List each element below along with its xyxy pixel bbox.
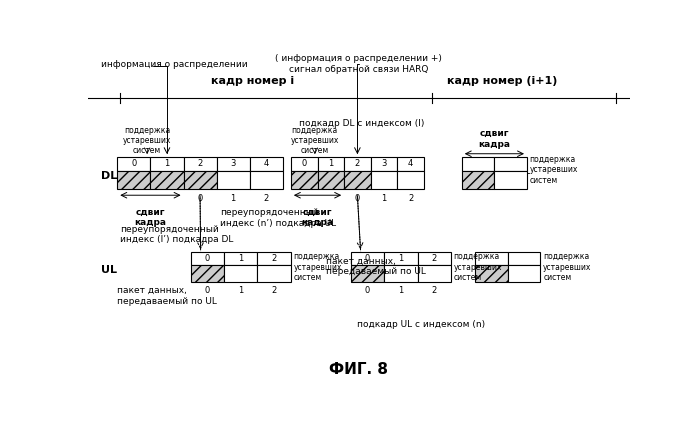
Text: сдвиг
кадра: сдвиг кадра <box>302 208 333 227</box>
Text: подкадр UL с индексом (n): подкадр UL с индексом (n) <box>357 320 485 328</box>
Text: 2: 2 <box>264 194 269 203</box>
Text: 1: 1 <box>238 254 244 263</box>
Text: ( информация о распределении +)
сигнал обратной связи HARQ: ( информация о распределении +) сигнал о… <box>275 54 442 74</box>
Bar <box>118 170 150 189</box>
Text: пакет данных,
передаваемый по UL: пакет данных, передаваемый по UL <box>326 257 426 276</box>
Text: 4: 4 <box>264 159 269 168</box>
Bar <box>216 170 250 189</box>
Bar <box>398 157 424 170</box>
Text: поддержка
устаревших
систем: поддержка устаревших систем <box>123 126 172 155</box>
Bar <box>462 157 494 170</box>
Text: поддержка
устаревших
систем: поддержка устаревших систем <box>294 252 342 282</box>
Bar <box>344 170 371 189</box>
Bar <box>384 252 417 265</box>
Bar <box>417 265 451 282</box>
Bar <box>351 252 384 265</box>
Text: 1: 1 <box>164 159 169 168</box>
Bar <box>291 170 318 189</box>
Text: кадр номер (i+1): кадр номер (i+1) <box>447 76 558 86</box>
Bar <box>475 252 508 265</box>
Bar <box>508 265 540 282</box>
Text: 0: 0 <box>204 286 210 295</box>
Bar <box>258 252 291 265</box>
Text: информация о распределении: информация о распределении <box>101 60 248 69</box>
Bar <box>384 265 417 282</box>
Text: 3: 3 <box>382 159 386 168</box>
Text: 3: 3 <box>230 159 236 168</box>
Bar <box>183 170 216 189</box>
Text: 1: 1 <box>328 159 333 168</box>
Bar <box>344 157 371 170</box>
Text: переупорядоченный
индекс (l’) подкадра DL: переупорядоченный индекс (l’) подкадра D… <box>120 225 233 244</box>
Text: 2: 2 <box>432 286 437 295</box>
Bar <box>291 157 318 170</box>
Text: 2: 2 <box>432 254 437 263</box>
Text: 2: 2 <box>408 194 413 203</box>
Text: 2: 2 <box>272 286 276 295</box>
Text: 0: 0 <box>204 254 210 263</box>
Bar <box>462 170 494 189</box>
Text: ФИГ. 8: ФИГ. 8 <box>329 362 389 377</box>
Text: 2: 2 <box>272 254 276 263</box>
Text: поддержка
устаревших
систем: поддержка устаревших систем <box>543 252 592 282</box>
Text: 4: 4 <box>408 159 413 168</box>
Bar <box>351 265 384 282</box>
Text: 2: 2 <box>355 159 360 168</box>
Bar <box>475 265 508 282</box>
Text: 1: 1 <box>382 194 386 203</box>
Text: 1: 1 <box>398 254 403 263</box>
Text: переупорядоченный
индекс (n’) подкадра UL: переупорядоченный индекс (n’) подкадра U… <box>220 208 337 227</box>
Text: 2: 2 <box>197 159 203 168</box>
Bar <box>224 265 258 282</box>
Text: кадр номер i: кадр номер i <box>211 76 295 86</box>
Text: пакет данных,
передаваемый по UL: пакет данных, передаваемый по UL <box>118 286 217 306</box>
Text: 0: 0 <box>132 159 136 168</box>
Bar <box>508 252 540 265</box>
Text: 1: 1 <box>238 286 244 295</box>
Bar <box>258 265 291 282</box>
Bar <box>190 252 224 265</box>
Bar <box>250 157 283 170</box>
Text: сдвиг
кадра: сдвиг кадра <box>478 129 510 148</box>
Text: 0: 0 <box>302 159 307 168</box>
Text: 0: 0 <box>365 254 370 263</box>
Text: 0: 0 <box>197 194 203 203</box>
Bar <box>494 170 527 189</box>
Text: сдвиг
кадра: сдвиг кадра <box>134 208 167 227</box>
Bar <box>250 170 283 189</box>
Bar <box>417 252 451 265</box>
Text: поддержка
устаревших
систем: поддержка устаревших систем <box>530 155 578 185</box>
Text: 0: 0 <box>365 286 370 295</box>
Bar <box>216 157 250 170</box>
Bar <box>371 170 398 189</box>
Text: DL: DL <box>101 171 118 180</box>
Text: UL: UL <box>101 265 117 275</box>
Bar <box>150 157 183 170</box>
Text: подкадр DL с индексом (l): подкадр DL с индексом (l) <box>299 119 424 128</box>
Bar <box>190 265 224 282</box>
Text: поддержка
устаревших
систем: поддержка устаревших систем <box>290 126 339 155</box>
Bar <box>494 157 527 170</box>
Bar <box>398 170 424 189</box>
Bar <box>150 170 183 189</box>
Bar <box>371 157 398 170</box>
Bar <box>224 252 258 265</box>
Text: 1: 1 <box>230 194 236 203</box>
Text: 0: 0 <box>355 194 360 203</box>
Bar <box>118 157 150 170</box>
Text: 1: 1 <box>398 286 403 295</box>
Bar <box>318 157 344 170</box>
Text: поддержка
устаревших
систем: поддержка устаревших систем <box>454 252 502 282</box>
Bar <box>183 157 216 170</box>
Bar <box>318 170 344 189</box>
